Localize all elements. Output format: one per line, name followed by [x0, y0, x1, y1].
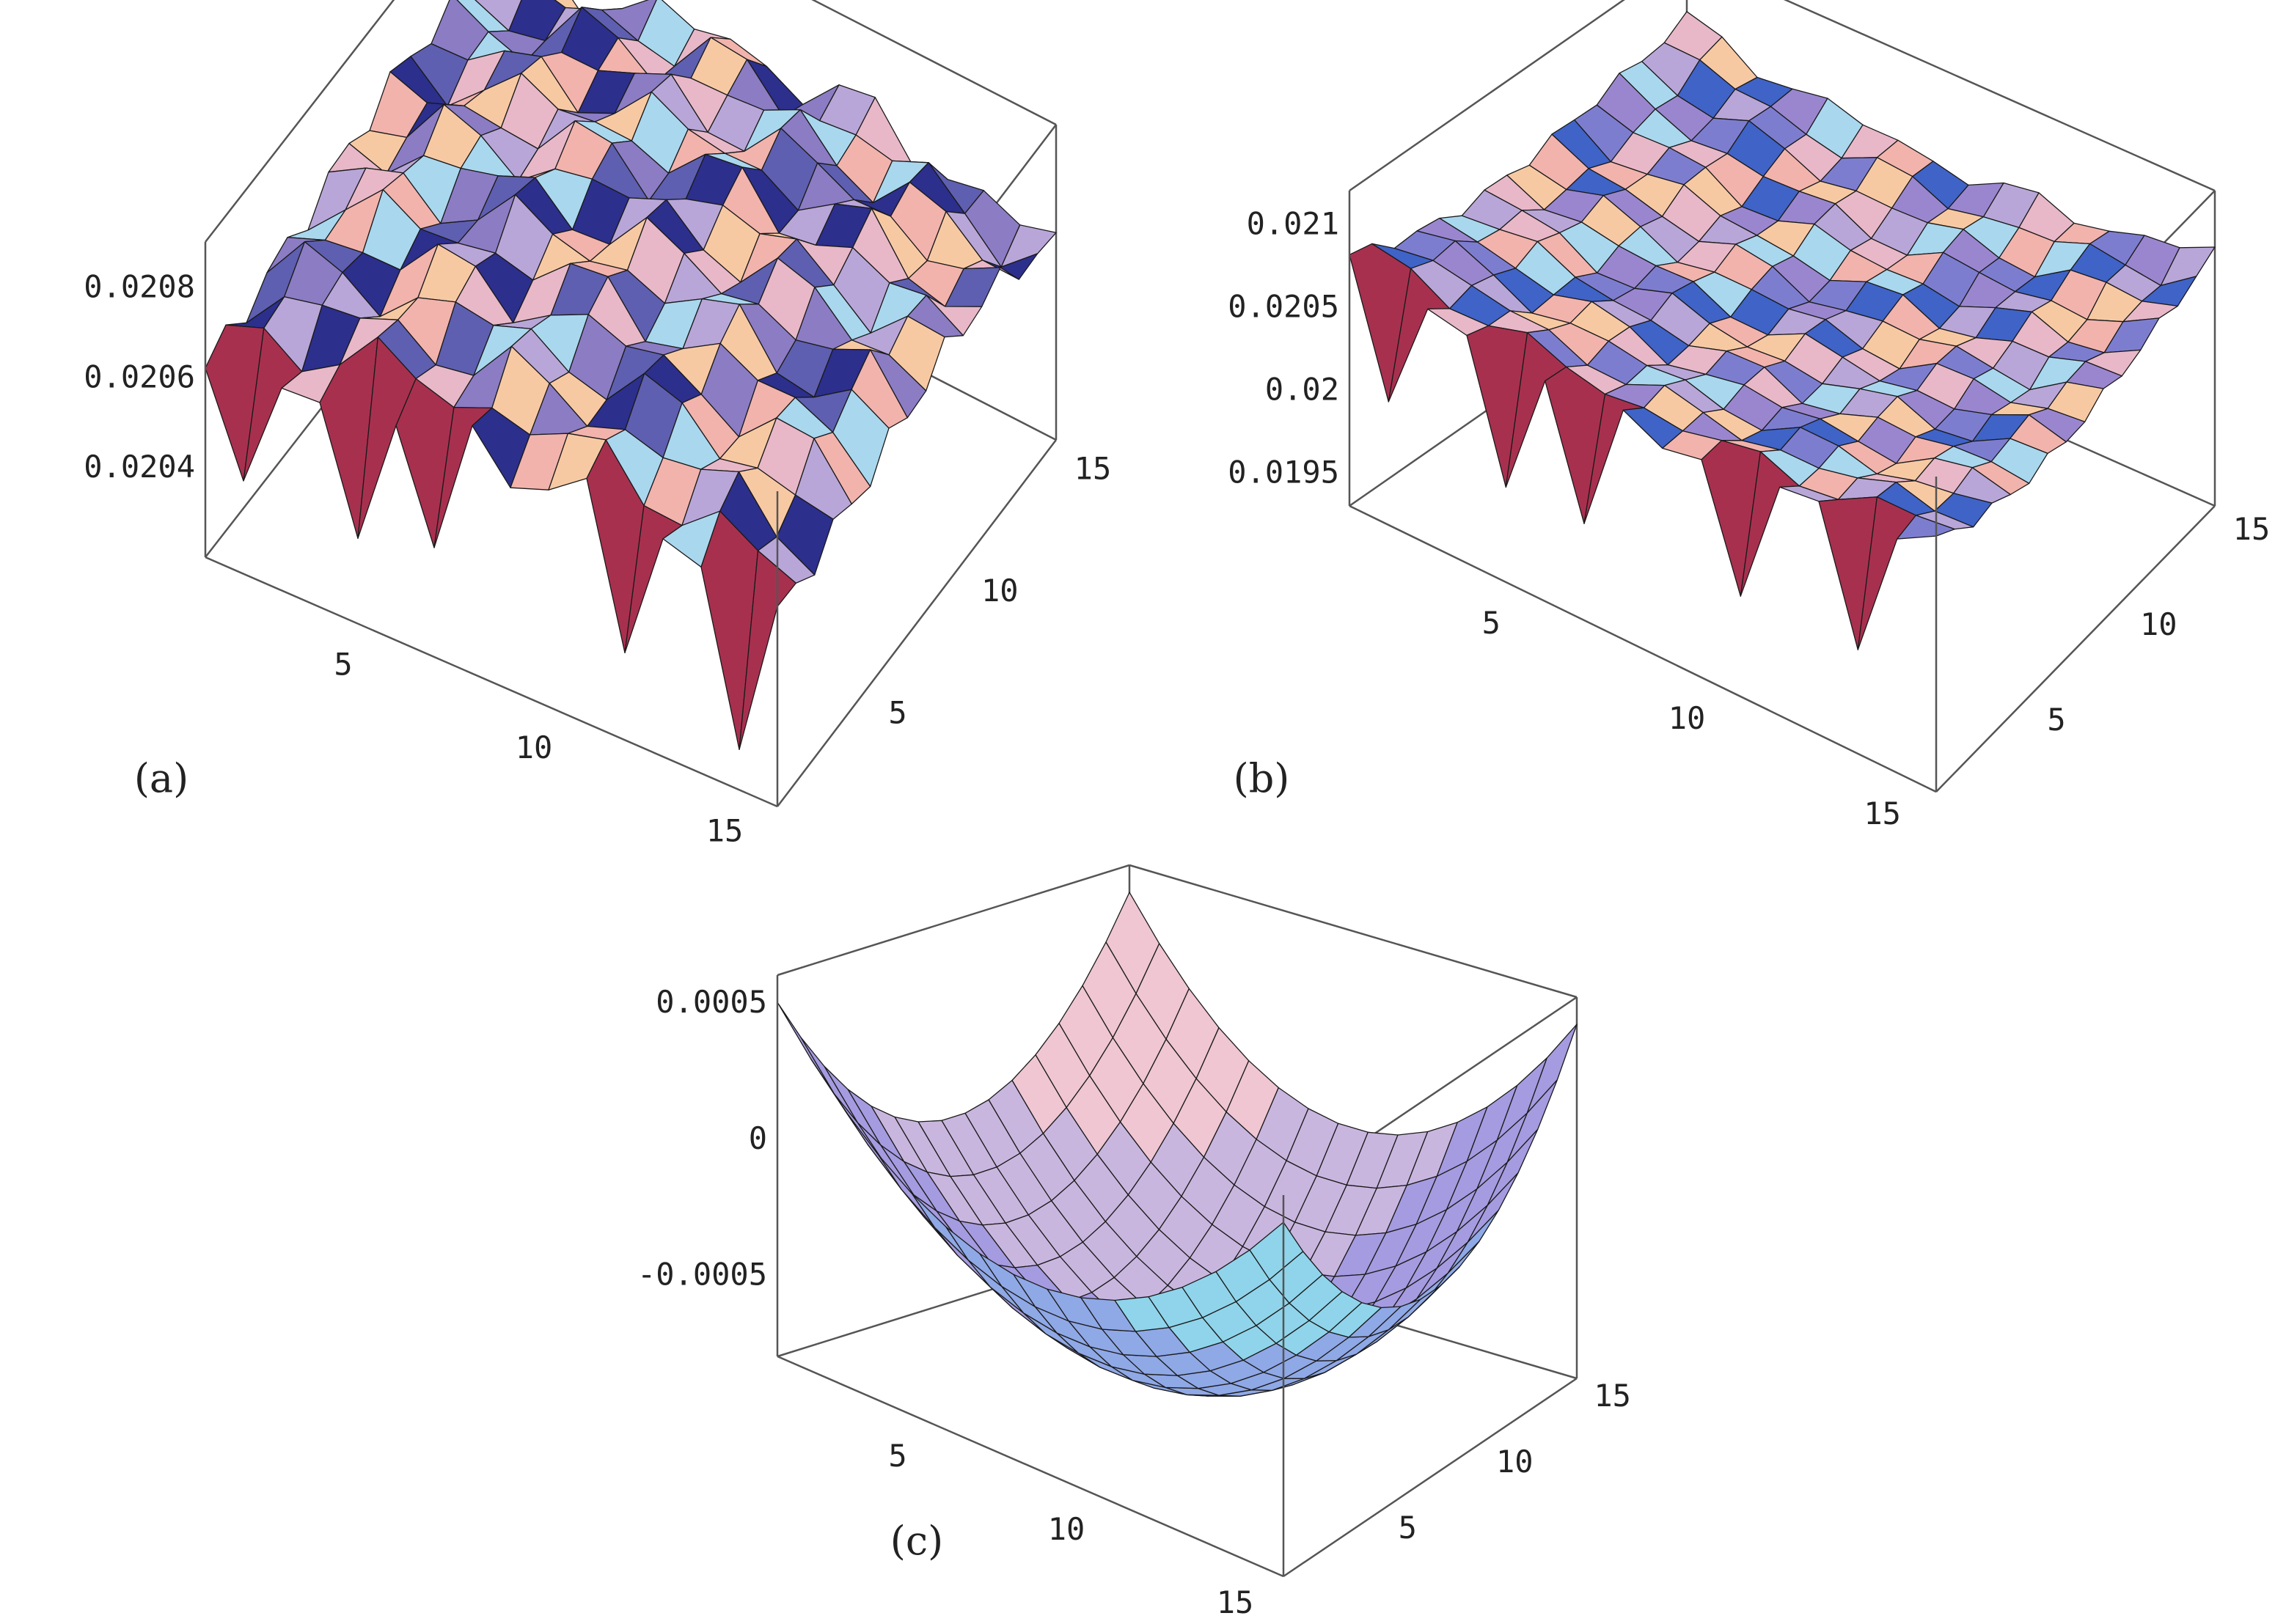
y-tick-label: 15 [2233, 511, 2271, 547]
box-edge-floor-front [777, 1355, 1284, 1578]
surface-facet [739, 550, 796, 750]
x-tick-label: 10 [1048, 1511, 1085, 1547]
x-tick-label: 5 [888, 1438, 906, 1474]
surface-plot-a: 5 10 15 5 10 15 0.0204 0.0206 0.0208 (a) [15, 0, 1129, 850]
z-tick-label: 0.0204 [84, 449, 195, 485]
surface-facet [395, 378, 455, 548]
x-tick-label: 5 [334, 647, 352, 683]
box-edge-top-left [1349, 0, 1625, 192]
y-tick-label: 15 [1594, 1378, 1631, 1414]
x-tick-label: 15 [1864, 796, 1901, 831]
plot-box-front-b [1348, 191, 2216, 793]
surface-plot-c-svg: 5 10 15 5 10 15 -0.0005 0 0.0005 (c) [637, 864, 1631, 1620]
box-edge-floor-right [777, 439, 1057, 807]
y-tick-label: 5 [2047, 702, 2065, 738]
surface-facet [1545, 366, 1606, 524]
panel-label: (c) [890, 1518, 943, 1564]
surface-facet [800, 1037, 858, 1123]
z-tick-label: 0.0005 [656, 984, 767, 1020]
box-edge-floor-right [1935, 505, 2216, 793]
x-tick-label: 10 [1668, 700, 1706, 736]
tick-labels-b: 5 10 15 5 10 15 0.0195 0.02 0.0205 0.021 [1228, 205, 2270, 831]
surface-plot-b: 5 10 15 5 10 15 0.0195 0.02 0.0205 0.021 (b) [1159, 0, 2274, 850]
plot-box-front-a [204, 242, 1057, 808]
box-edge-floor-front [205, 556, 778, 808]
surface-plot-b-svg: 5 10 15 5 10 15 0.0195 0.02 0.0205 0.021 (b) [1228, 0, 2270, 831]
box-edge-top-left [777, 864, 1130, 977]
surface-plot-a-svg: 5 10 15 5 10 15 0.0204 0.0206 0.0208 (a) [84, 0, 1111, 848]
x-tick-label: 5 [1482, 605, 1501, 641]
surface-b [1349, 11, 2216, 650]
box-edge-top-back [1783, 0, 2216, 192]
box-edge-top-back [1129, 864, 1578, 999]
plot-box-front-c [776, 975, 1578, 1578]
z-tick-label: 0.0208 [84, 268, 195, 304]
surface-facet [1249, 1221, 1304, 1280]
box-edge-floor-front [1349, 504, 1937, 793]
surface-c [777, 892, 1578, 1397]
surface-facet [700, 510, 759, 750]
x-tick-label: 15 [706, 812, 744, 848]
y-tick-label: 5 [1399, 1510, 1417, 1546]
z-tick-label: 0.0206 [84, 359, 195, 394]
surface-facet [777, 1002, 835, 1095]
z-tick-label: -0.0005 [637, 1257, 767, 1293]
y-tick-label: 10 [2140, 606, 2177, 642]
panel-label: (b) [1234, 755, 1290, 801]
surface-a [205, 0, 1057, 750]
box-edge-top-back [811, 0, 1057, 126]
y-tick-label: 5 [888, 695, 906, 731]
surface-plot-c: 5 10 15 5 10 15 -0.0005 0 0.0005 (c) [601, 821, 1716, 1620]
surface-facet [824, 1065, 882, 1146]
z-tick-label: 0.021 [1247, 205, 1339, 241]
box-edge-floor-right [1283, 1377, 1578, 1578]
z-tick-label: 0 [749, 1120, 767, 1156]
tick-labels-c: 5 10 15 5 10 15 -0.0005 0 0.0005 [637, 984, 1631, 1620]
x-tick-label: 10 [516, 730, 553, 765]
y-tick-label: 15 [1074, 450, 1112, 486]
surface-facet [1897, 515, 1955, 540]
y-tick-label: 10 [981, 573, 1019, 609]
z-tick-label: 0.0205 [1228, 288, 1339, 324]
tick-labels-a: 5 10 15 5 10 15 0.0204 0.0206 0.0208 [84, 268, 1111, 848]
z-tick-label: 0.0195 [1228, 455, 1339, 490]
box-edge-top-left [205, 0, 395, 243]
panel-label: (a) [134, 755, 188, 801]
y-tick-label: 10 [1496, 1444, 1534, 1480]
z-tick-label: 0.02 [1265, 372, 1339, 408]
x-tick-label: 15 [1217, 1584, 1254, 1620]
